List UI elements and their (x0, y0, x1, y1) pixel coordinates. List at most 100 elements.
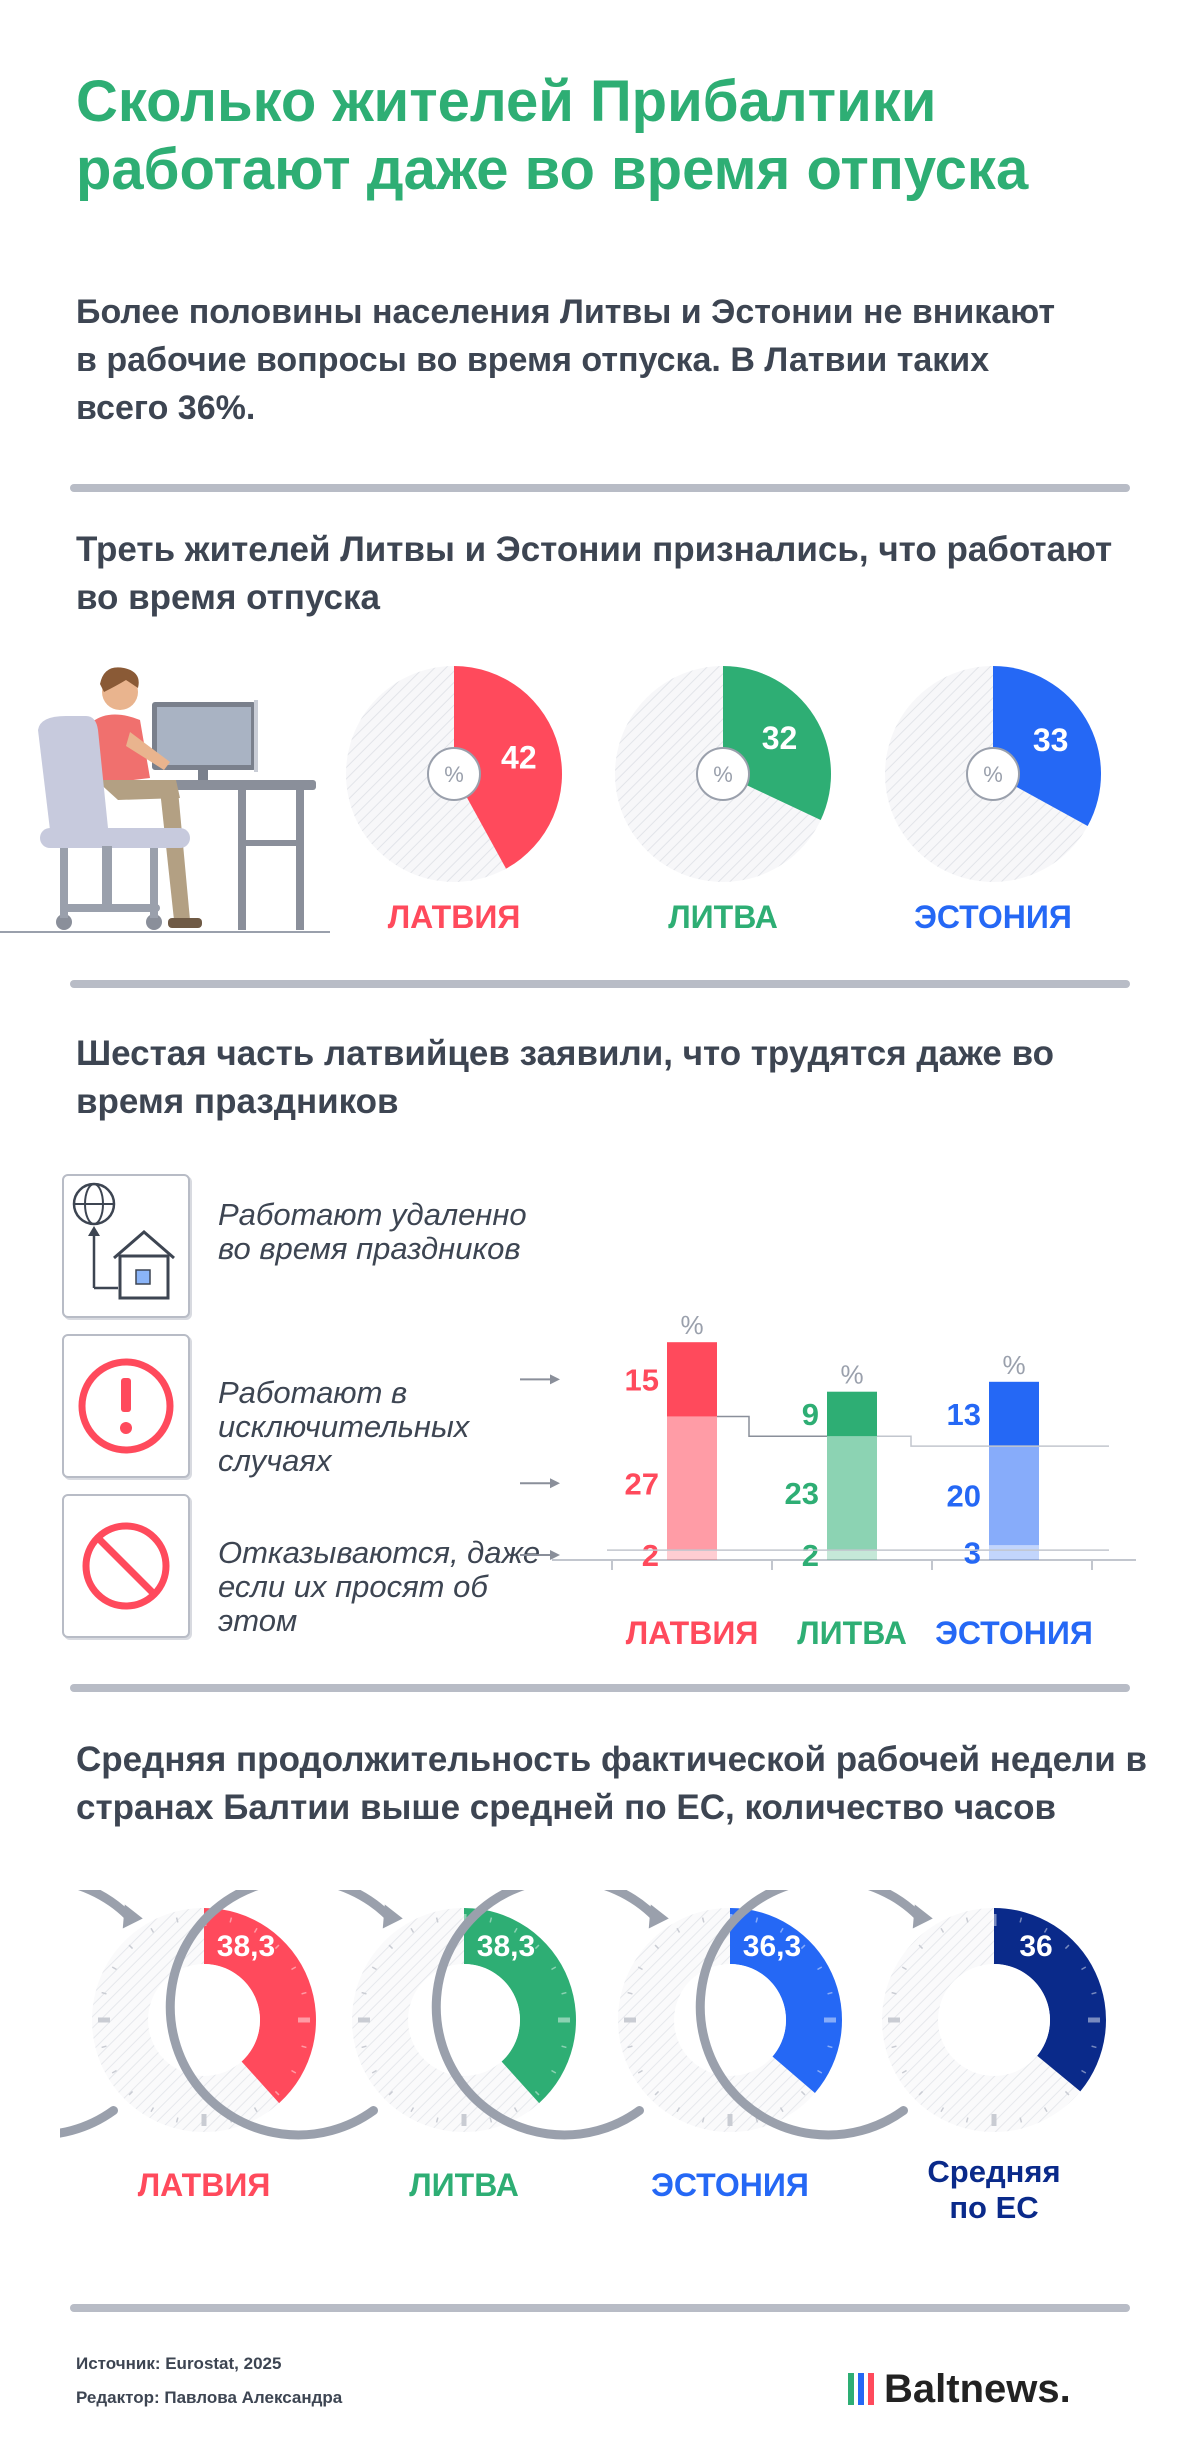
gauge-tick (654, 1944, 660, 1950)
gauge-tick (301, 2045, 307, 2049)
pie-value-label: 33 (1033, 722, 1069, 758)
percent-unit: % (840, 1360, 863, 1390)
gauge-tick (891, 2045, 897, 2049)
gauge-value-label: 38,3 (477, 1930, 535, 1963)
gauge-value-label: 38,3 (217, 1930, 275, 1963)
logo-bars-icon (848, 2373, 874, 2405)
percent-unit: % (713, 762, 733, 787)
percent-unit: % (680, 1310, 703, 1340)
pie-value-label: 32 (762, 720, 798, 756)
exception-box (62, 1334, 190, 1478)
gauge-tick (361, 1991, 367, 1995)
gauge-tick (1019, 2117, 1023, 2123)
bar-value-label: 3 (964, 1536, 981, 1571)
page-title: Сколько жителей Прибалтики работают даже… (76, 69, 1029, 202)
gauge-tick (410, 2107, 415, 2113)
gauge-tick (253, 2107, 258, 2113)
gauge-tick (676, 2107, 681, 2113)
gauge-tick (175, 2117, 179, 2123)
gauge-arrow-head (382, 1904, 403, 1929)
gauge-hub (408, 1964, 520, 2076)
gauge-label: ЛИТВА (409, 2167, 519, 2203)
legend-remote: Работают удаленно во время праздников (218, 1197, 527, 1266)
legend-refuse: Отказываются, даже если их просят об это… (218, 1535, 541, 1638)
gauge-tick (637, 1966, 643, 1971)
intro-text: Более половины населения Литвы и Эстонии… (76, 293, 1056, 427)
legend-exception: Работают в исключительных случаях (218, 1375, 470, 1478)
gauge-tick (676, 1927, 681, 1933)
gauge-tick (435, 1917, 439, 1923)
legend-arrow-head (550, 1550, 560, 1561)
country-label: ЛИТВА (668, 899, 778, 935)
section1-title: Треть жителей Литвы и Эстонии признались… (76, 530, 1113, 617)
gauge-tick (800, 1944, 806, 1950)
gauge-tick (150, 2107, 155, 2113)
gauge-tick (1081, 2069, 1087, 2074)
gauge-tick (561, 2045, 567, 2049)
section3-title: Средняя продолжительность фактической ра… (76, 1740, 1148, 1827)
bar-segment (989, 1446, 1039, 1546)
gauge-arrow-head (912, 1904, 933, 1929)
bar-value-label: 23 (785, 1476, 819, 1511)
worker-illustration (0, 667, 330, 933)
bar-segment (827, 1391, 877, 1437)
legend-arrow-head (550, 1374, 560, 1385)
gauge-tick (274, 1944, 280, 1950)
percent-badge (966, 747, 1020, 801)
bar-value-label: 9 (802, 1397, 819, 1432)
gauge-tick (534, 1944, 540, 1950)
gauge-tick (291, 2069, 297, 2074)
gauge-value-segment (204, 1908, 317, 2104)
gauge-tick (918, 1944, 924, 1950)
gauge-value-segment (994, 1908, 1107, 2092)
country-label: ЛАТВИЯ (388, 899, 521, 935)
gauge-tick (891, 1991, 897, 1995)
house-globe-icon (72, 1182, 175, 1300)
gauge-tick (229, 1917, 233, 1923)
divider (70, 1684, 1130, 1692)
gauge-value-segment (464, 1908, 577, 2104)
gauge-tick (111, 1966, 117, 1971)
gauge-tick (1091, 2045, 1097, 2049)
gauge-tick (101, 1991, 107, 1995)
gauge-tick (175, 1917, 179, 1923)
percent-unit: % (983, 762, 1003, 787)
brand-logo: Baltnews. (848, 2366, 1071, 2412)
gauge-tick (800, 2090, 806, 2096)
country-label: ЛИТВА (797, 1615, 907, 1651)
gauge-outer-ring (431, 1890, 660, 2140)
gauge-tick (551, 1966, 557, 1971)
divider (70, 484, 1130, 492)
percent-badge (427, 747, 481, 801)
gauge-tick (435, 2117, 439, 2123)
gauge-tick (779, 1927, 784, 1933)
bar-value-label: 20 (947, 1479, 981, 1514)
refuse-box (62, 1494, 190, 1638)
legend-arrow-head (550, 1478, 560, 1489)
gauge-arrow-head (122, 1904, 143, 1929)
prohibited-icon (82, 1522, 170, 1610)
gauge-tick (637, 2069, 643, 2074)
gauge-tick (128, 1944, 134, 1950)
gauge-tick (918, 2090, 924, 2096)
workweek-gauges: 38,3 38,3 36,3 36 ЛАТВИЯ ЛИТВА ЭСТОНИЯ Сред… (60, 1890, 1107, 2225)
gauge-tick (1043, 1927, 1048, 1933)
gauge-tick (940, 2107, 945, 2113)
gauge-tick (817, 1966, 823, 1971)
gauge-tick (291, 1966, 297, 1971)
gauge-tick (1091, 1991, 1097, 1995)
bar-segment (667, 1342, 717, 1417)
bar-value-label: 2 (802, 1538, 819, 1573)
bar-value-label: 2 (642, 1538, 659, 1573)
gauge-tick (534, 2090, 540, 2096)
bar-segment (667, 1416, 717, 1551)
bar-segment (827, 1436, 877, 1551)
gauge-tick (654, 2090, 660, 2096)
gauge-tick (388, 1944, 394, 1950)
gauge-tick (388, 2090, 394, 2096)
gauge-arrow-head (648, 1904, 669, 1929)
gauge-tick (128, 2090, 134, 2096)
gauge-value-segment (730, 1908, 842, 2094)
gauge-tick (827, 1991, 833, 1995)
source-text: Источник: Eurostat, 2025 (76, 2354, 282, 2373)
